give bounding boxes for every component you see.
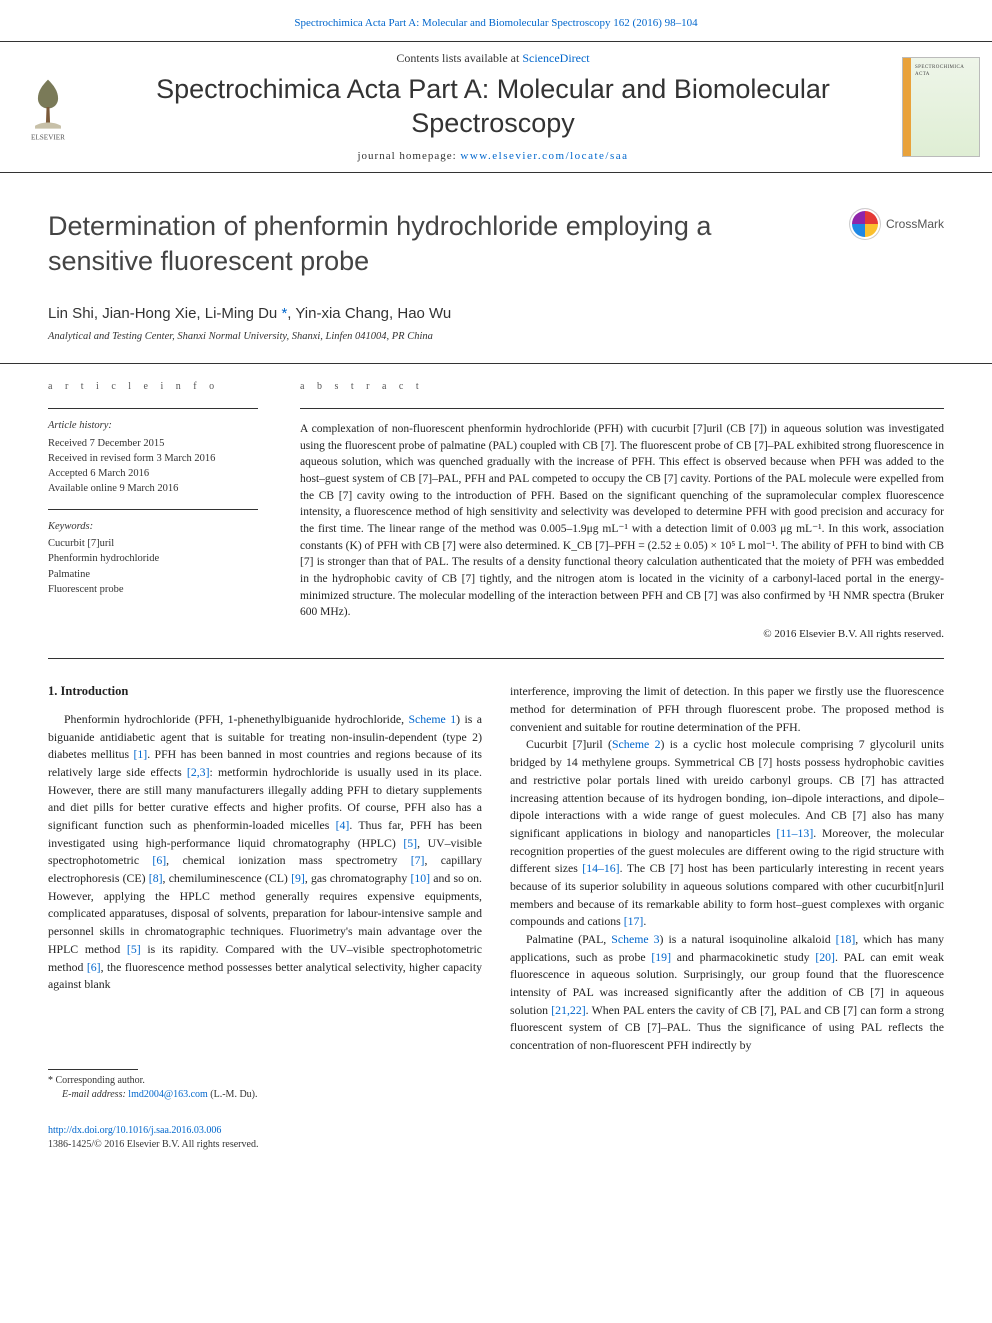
author-list: Lin Shi, Jian-Hong Xie, Li-Ming Du *, Yi… (0, 289, 992, 328)
t: ) is a natural isoquinoline alkaloid (660, 932, 836, 946)
corresponding-asterisk[interactable]: * (277, 305, 287, 322)
history-title: Article history: (48, 419, 258, 434)
t: ) is a cyclic host molecule comprising 7… (510, 737, 944, 839)
intro-para-1: Phenformin hydrochloride (PFH, 1-pheneth… (48, 711, 482, 994)
ref-5b[interactable]: [5] (127, 942, 141, 956)
contents-line: Contents lists available at ScienceDirec… (98, 50, 888, 67)
abstract-text: A complexation of non-fluorescent phenfo… (300, 421, 944, 621)
elsevier-tree-icon: ELSEVIER (12, 71, 84, 143)
journal-cover-thumb: SPECTROCHIMICA ACTA (902, 57, 980, 157)
keywords-title: Keywords: (48, 520, 258, 535)
intro-para-1-cont: interference, improving the limit of det… (510, 683, 944, 736)
email-line: E-mail address: lmd2004@163.com (L.-M. D… (48, 1088, 944, 1102)
email-tail: (L.-M. Du). (208, 1089, 258, 1100)
issn-copyright: 1386-1425/© 2016 Elsevier B.V. All right… (48, 1138, 944, 1152)
scheme-1-link[interactable]: Scheme 1 (408, 712, 456, 726)
t: and pharmacokinetic study (671, 950, 815, 964)
masthead-center: Contents lists available at ScienceDirec… (98, 50, 888, 164)
ref-6b[interactable]: [6] (87, 960, 101, 974)
journal-title: Spectrochimica Acta Part A: Molecular an… (98, 73, 888, 141)
ref-5[interactable]: [5] (403, 836, 417, 850)
body-col-left: 1. Introduction Phenformin hydrochloride… (48, 683, 482, 1054)
body-col-right: interference, improving the limit of det… (510, 683, 944, 1054)
kw-3: Palmatine (48, 567, 258, 582)
cover-stripe (903, 58, 911, 156)
contents-prefix: Contents lists available at (396, 51, 522, 65)
article-title: Determination of phenformin hydrochlorid… (48, 209, 808, 279)
corresponding-note: * Corresponding author. (48, 1074, 944, 1088)
crossmark-icon (850, 209, 880, 239)
abstract-divider (300, 408, 944, 409)
ref-4[interactable]: [4] (336, 818, 350, 832)
ref-1[interactable]: [1] (133, 747, 147, 761)
abstract-column: a b s t r a c t A complexation of non-fl… (300, 364, 944, 658)
t: Cucurbit [7]uril ( (526, 737, 612, 751)
ref-21-22[interactable]: [21,22] (551, 1003, 585, 1017)
article-info-label: a r t i c l e i n f o (48, 380, 258, 394)
doi-link[interactable]: http://dx.doi.org/10.1016/j.saa.2016.03.… (48, 1125, 221, 1136)
t: Phenformin hydrochloride (PFH, 1-pheneth… (64, 712, 408, 726)
svg-text:ELSEVIER: ELSEVIER (31, 134, 65, 142)
body-columns: 1. Introduction Phenformin hydrochloride… (0, 659, 992, 1064)
crossmark-label: CrossMark (886, 216, 944, 233)
affiliation: Analytical and Testing Center, Shanxi No… (0, 328, 992, 363)
ref-2-3[interactable]: [2,3] (187, 765, 210, 779)
elsevier-logo: ELSEVIER (12, 71, 84, 143)
hist-received: Received 7 December 2015 (48, 436, 258, 451)
ref-8[interactable]: [8] (149, 871, 163, 885)
ref-18[interactable]: [18] (836, 932, 856, 946)
masthead: ELSEVIER Contents lists available at Sci… (0, 41, 992, 173)
t: , chemiluminescence (CL) (163, 871, 292, 885)
abstract-label: a b s t r a c t (300, 380, 944, 394)
authors-lead: Lin Shi, Jian-Hong Xie, Li-Ming Du (48, 305, 277, 322)
intro-para-2: Cucurbit [7]uril (Scheme 2) is a cyclic … (510, 736, 944, 931)
ref-10[interactable]: [10] (410, 871, 430, 885)
kw-1: Cucurbit [7]uril (48, 536, 258, 551)
title-block: Determination of phenformin hydrochlorid… (0, 173, 992, 289)
ref-19[interactable]: [19] (651, 950, 671, 964)
hist-revised: Received in revised form 3 March 2016 (48, 451, 258, 466)
page-footer: http://dx.doi.org/10.1016/j.saa.2016.03.… (0, 1110, 992, 1176)
corresponding-text: Corresponding author. (56, 1075, 145, 1086)
footnote-rule (48, 1069, 138, 1070)
ref-6[interactable]: [6] (152, 853, 166, 867)
hist-online: Available online 9 March 2016 (48, 481, 258, 496)
corresponding-email[interactable]: lmd2004@163.com (128, 1089, 207, 1100)
t: , the fluorescence method possesses bett… (48, 960, 482, 992)
section-1-title: 1. Introduction (48, 683, 482, 701)
homepage-prefix: journal homepage: (358, 150, 461, 162)
kw-2: Phenformin hydrochloride (48, 551, 258, 566)
sciencedirect-link[interactable]: ScienceDirect (522, 51, 589, 65)
ref-9[interactable]: [9] (291, 871, 305, 885)
info-divider-2 (48, 509, 258, 510)
ref-17[interactable]: [17] (624, 914, 644, 928)
cover-label: SPECTROCHIMICA ACTA (915, 64, 979, 78)
authors-tail: , Yin-xia Chang, Hao Wu (287, 305, 451, 322)
t: . (643, 914, 646, 928)
footnote-block: * Corresponding author. E-mail address: … (0, 1065, 992, 1110)
citation-text[interactable]: Spectrochimica Acta Part A: Molecular an… (294, 17, 697, 29)
scheme-3-link[interactable]: Scheme 3 (611, 932, 659, 946)
crossmark-badge[interactable]: CrossMark (850, 209, 944, 239)
footnote-asterisk: * (48, 1075, 56, 1086)
abstract-copyright: © 2016 Elsevier B.V. All rights reserved… (300, 627, 944, 642)
article-info-column: a r t i c l e i n f o Article history: R… (48, 364, 268, 658)
homepage-url[interactable]: www.elsevier.com/locate/saa (460, 150, 628, 162)
article-meta-row: a r t i c l e i n f o Article history: R… (0, 363, 992, 658)
info-divider-1 (48, 408, 258, 409)
t: Palmatine (PAL, (526, 932, 611, 946)
email-label: E-mail address: (62, 1089, 128, 1100)
ref-11-13[interactable]: [11–13] (776, 826, 813, 840)
journal-homepage-line: journal homepage: www.elsevier.com/locat… (98, 149, 888, 164)
t: , gas chromatography (305, 871, 411, 885)
ref-7[interactable]: [7] (411, 853, 425, 867)
running-head-citation: Spectrochimica Acta Part A: Molecular an… (0, 0, 992, 41)
hist-accepted: Accepted 6 March 2016 (48, 466, 258, 481)
t: , chemical ionization mass spectrometry (166, 853, 411, 867)
ref-14-16[interactable]: [14–16] (582, 861, 619, 875)
ref-20[interactable]: [20] (815, 950, 835, 964)
scheme-2-link[interactable]: Scheme 2 (612, 737, 661, 751)
intro-para-3: Palmatine (PAL, Scheme 3) is a natural i… (510, 931, 944, 1055)
kw-4: Fluorescent probe (48, 582, 258, 597)
